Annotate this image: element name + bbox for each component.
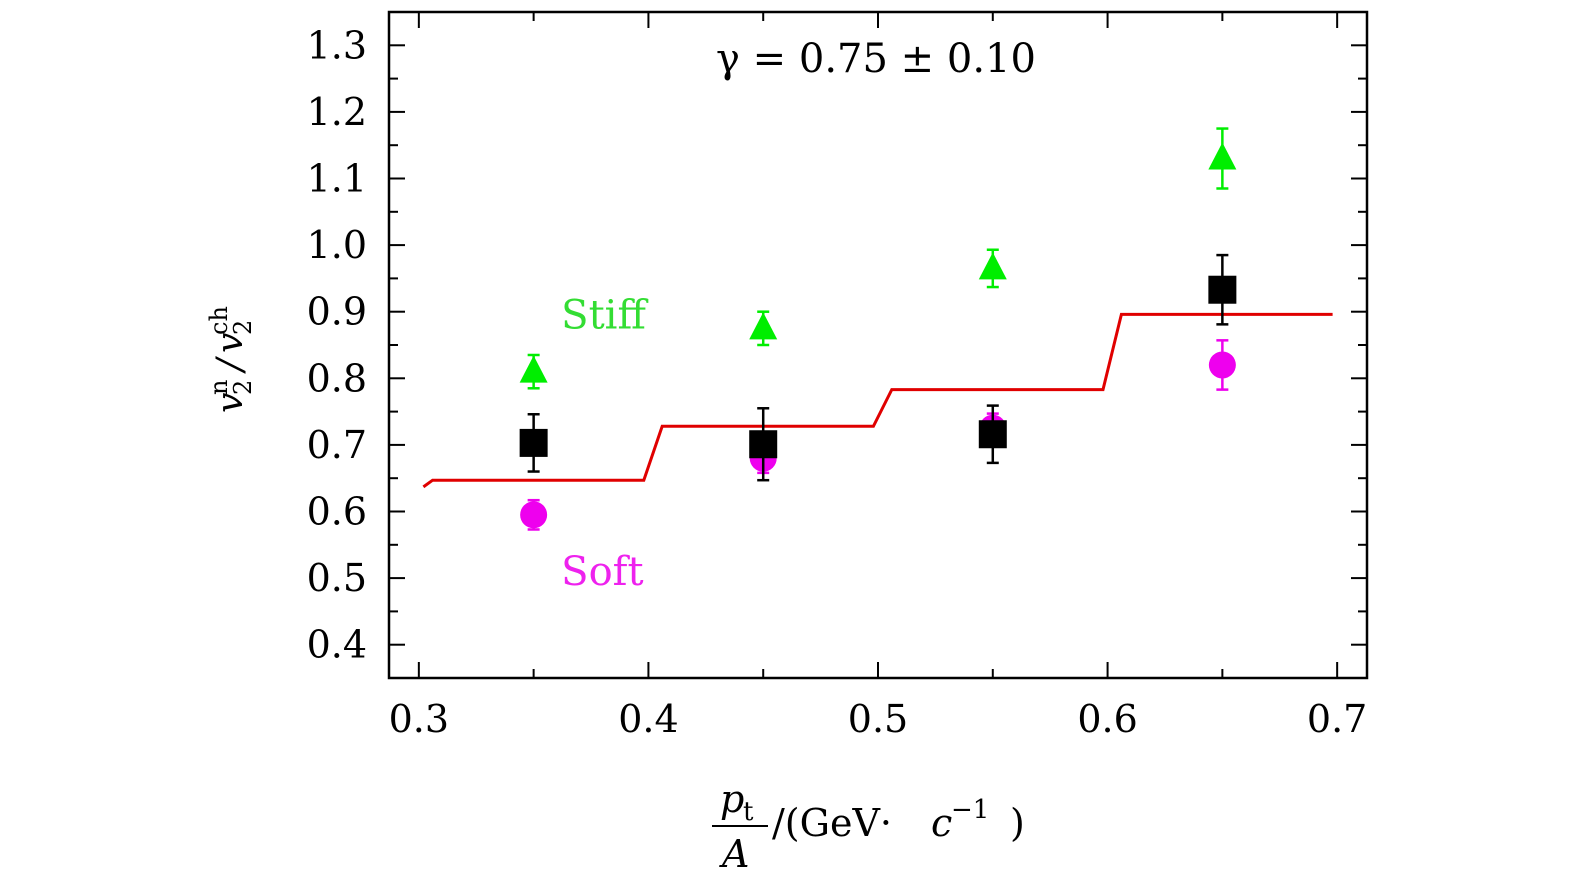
y-axis-label: v 2 n / v 2 ch <box>205 306 257 413</box>
x-label-denominator: A <box>719 832 749 876</box>
y-tick-label: 1.3 <box>307 23 367 67</box>
circle-marker <box>1208 351 1236 379</box>
y-tick-label: 1.0 <box>307 223 367 267</box>
y-tick-label: 0.8 <box>307 356 367 400</box>
y-tick-label: 0.7 <box>307 423 367 467</box>
triangle-point <box>749 310 778 347</box>
circle-marker <box>520 501 548 529</box>
y-tick-label: 0.6 <box>307 490 367 534</box>
circle-point <box>1208 339 1236 391</box>
x-label-numerator-sub: t <box>743 797 754 827</box>
model-line-group <box>422 312 1333 489</box>
square-marker <box>519 428 548 457</box>
data-marks <box>519 127 1237 531</box>
ticks <box>389 12 1367 678</box>
x-tick-label: 0.7 <box>1307 697 1367 741</box>
x-label-unit-var: c <box>931 801 952 845</box>
stiff-label: Stiff <box>561 292 648 338</box>
triangle-marker <box>978 252 1007 280</box>
y-label-num-sup: n <box>205 380 233 395</box>
square-point <box>519 413 548 473</box>
y-label-den: v <box>210 333 251 353</box>
y-tick-label: 0.9 <box>307 290 367 334</box>
x-label-numerator: p <box>720 777 744 821</box>
square-point <box>1208 253 1237 326</box>
x-label-unit-suffix: ) <box>1010 801 1025 845</box>
triangle-point <box>1208 127 1237 190</box>
plot-frame <box>387 10 1369 680</box>
model-line <box>422 312 1333 489</box>
y-tick-label: 1.1 <box>307 157 367 201</box>
soft-label: Soft <box>561 549 643 595</box>
triangle-marker <box>519 355 548 383</box>
triangle-marker <box>1208 142 1237 170</box>
x-tick-label: 0.5 <box>848 697 908 741</box>
x-tick-label: 0.6 <box>1077 697 1137 741</box>
square-marker <box>978 420 1007 449</box>
square-point <box>749 407 778 482</box>
x-tick-label: 0.4 <box>618 697 678 741</box>
y-tick-label: 0.5 <box>307 556 367 600</box>
x-axis-label: p t A /(GeV· c −1 ) <box>712 777 1025 876</box>
square-point <box>978 404 1007 465</box>
square-marker <box>749 430 778 459</box>
y-label-den-sup: ch <box>205 306 233 335</box>
gamma-annotation: γ = 0.75 ± 0.10 <box>716 36 1036 82</box>
x-tick-label: 0.3 <box>389 697 449 741</box>
y-label-slash: / <box>210 355 251 374</box>
square-marker <box>1208 275 1237 304</box>
triangle-point <box>978 248 1007 289</box>
triangle-point <box>519 353 548 390</box>
y-tick-label: 0.4 <box>307 623 367 667</box>
y-label-num: v <box>210 393 251 413</box>
y-label-num-sub: 2 <box>229 380 257 395</box>
triangle-marker <box>749 312 778 340</box>
circle-point <box>520 498 548 531</box>
y-label-den-sub: 2 <box>229 320 257 335</box>
x-label-unit-prefix: /(GeV· <box>772 801 892 845</box>
y-tick-label: 1.2 <box>307 90 367 134</box>
tick-labels: 0.3 0.4 0.5 0.6 0.7 0.4 0.5 0.6 0.7 0.8 0.9 1.0 1.1 1… <box>307 23 1368 741</box>
x-label-unit-exp: −1 <box>951 795 989 825</box>
